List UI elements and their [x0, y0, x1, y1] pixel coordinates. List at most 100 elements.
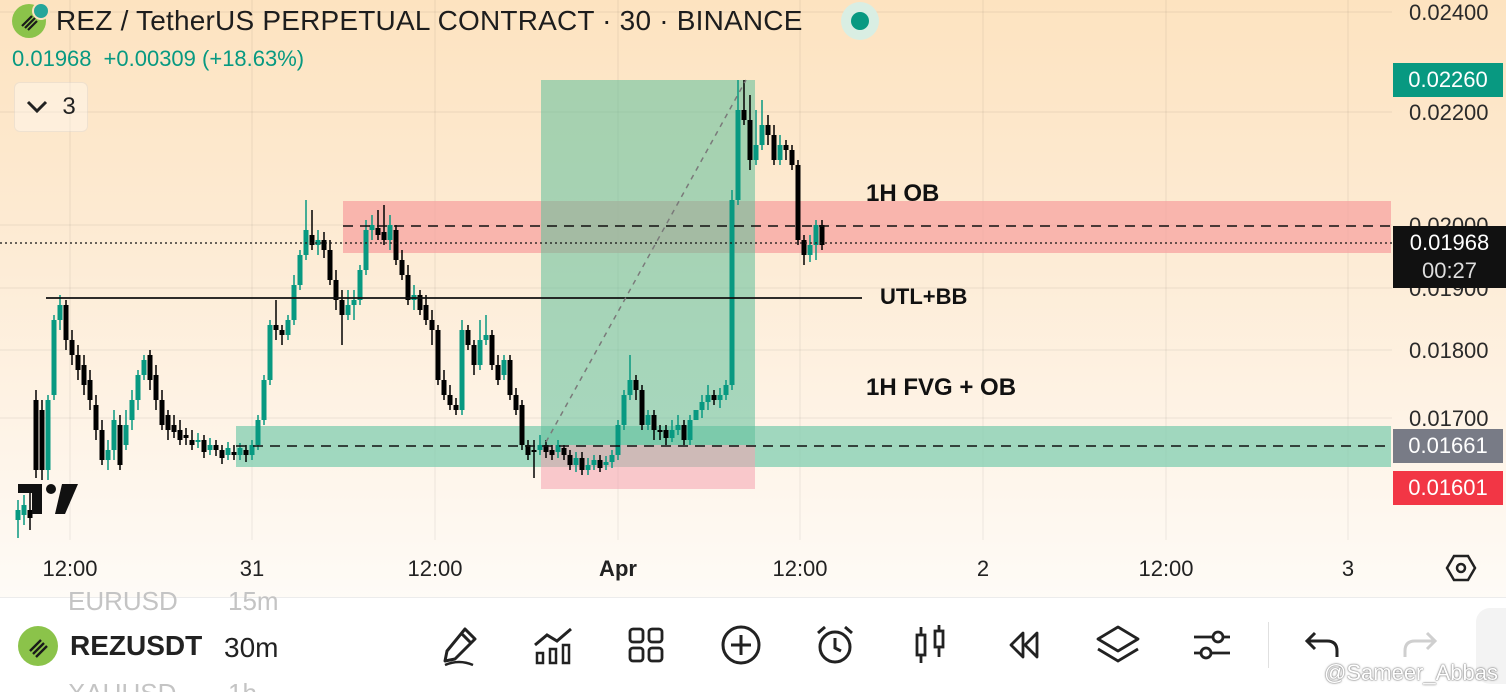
candle-body	[537, 445, 543, 450]
indicators-toggle-button[interactable]: 3	[14, 82, 88, 132]
candle-body	[645, 415, 651, 425]
stop-price-tag: 0.01601	[1393, 471, 1503, 505]
candle-body	[621, 395, 627, 425]
time-tick: Apr	[599, 556, 637, 581]
candle-body	[15, 510, 21, 520]
indicators-icon[interactable]	[528, 620, 578, 670]
symbol-selector[interactable]: REZUSDT	[18, 626, 202, 666]
candle-body	[207, 445, 213, 450]
candle-body	[123, 425, 129, 445]
settings-sliders-icon[interactable]	[1187, 620, 1237, 670]
candle-body	[39, 410, 45, 470]
candle-body	[81, 365, 87, 385]
time-tick: 12:00	[407, 556, 463, 581]
candle-body	[753, 145, 759, 160]
candle-body	[417, 295, 423, 310]
candle-body	[519, 405, 525, 445]
grid-icon[interactable]	[621, 620, 671, 670]
market-status-icon[interactable]	[840, 2, 879, 40]
loss-zone	[541, 445, 755, 489]
candle-body	[669, 430, 675, 438]
chart-area[interactable]: REZ / TetherUS PERPETUAL CONTRACT · 30 ·…	[0, 0, 1506, 596]
annotation-utl[interactable]: UTL+BB	[880, 284, 968, 309]
layers-icon[interactable]	[1093, 620, 1143, 670]
candle-body	[717, 395, 723, 400]
candle-body	[633, 380, 639, 390]
price-summary: 0.01968 +0.00309 (+18.63%)	[12, 46, 304, 72]
annotation-fvg[interactable]: 1H FVG + OB	[866, 374, 1017, 401]
candle-body	[351, 300, 357, 305]
candle-body	[429, 320, 435, 330]
price-tick: 0.02400	[1409, 0, 1489, 25]
price-chart[interactable]	[0, 0, 1506, 596]
candle-body	[369, 225, 375, 230]
symbol-title[interactable]: REZ / TetherUS PERPETUAL CONTRACT · 30 ·…	[56, 5, 803, 36]
high-price-tag: 0.02260	[1393, 63, 1503, 97]
candle-body	[795, 165, 801, 240]
candle-body	[543, 445, 549, 452]
candle-body	[483, 335, 489, 340]
candle-body	[741, 110, 747, 120]
undo-icon[interactable]	[1298, 620, 1348, 670]
candle-body	[135, 375, 141, 400]
symbol-name: REZUSDT	[70, 630, 203, 661]
candle-body	[423, 305, 429, 320]
side-panel-handle[interactable]	[1476, 608, 1506, 684]
candle-body	[213, 445, 219, 450]
candle-body	[387, 225, 393, 240]
chevron-down-icon	[27, 100, 48, 114]
candle-body	[279, 330, 285, 335]
candle-body	[549, 450, 555, 455]
candle-body	[435, 330, 441, 380]
bottom-toolbar: EURUSD 15m XAUUSD 1h REZUSDT 30m @	[0, 586, 1506, 692]
candle-body	[129, 400, 135, 420]
candle-body	[531, 450, 537, 452]
candle-body	[393, 230, 399, 260]
candle-body	[57, 305, 63, 320]
pencil-icon[interactable]	[436, 620, 486, 670]
candles-icon[interactable]	[905, 620, 955, 670]
candle-body	[525, 445, 531, 455]
candle-body	[555, 445, 561, 452]
price-tick: 0.01700	[1409, 406, 1489, 431]
chart-settings-icon[interactable]	[1445, 552, 1477, 589]
candle-body	[687, 420, 693, 440]
candle-body	[159, 400, 165, 425]
candle-body	[327, 250, 333, 280]
timeframe-selector[interactable]: 30m	[224, 632, 279, 663]
candle-body	[219, 450, 225, 458]
redo-icon[interactable]	[1394, 620, 1444, 670]
candle-body	[201, 440, 207, 452]
replay-icon[interactable]	[998, 620, 1048, 670]
candle-body	[777, 145, 783, 160]
price-tick: 0.01800	[1409, 338, 1489, 363]
candle-body	[375, 228, 381, 235]
candle-body	[609, 455, 615, 462]
add-icon[interactable]	[716, 620, 766, 670]
candle-body	[63, 305, 69, 340]
candle-body	[501, 360, 507, 375]
indicators-count: 3	[62, 93, 76, 120]
candle-body	[729, 200, 735, 385]
current-price-tag: 0.01968 00:27	[1393, 226, 1506, 288]
alarm-icon[interactable]	[810, 620, 860, 670]
candle-body	[231, 452, 237, 455]
symbol-logo-icon	[18, 626, 58, 666]
candle-body	[363, 230, 369, 270]
candle-body	[699, 402, 705, 410]
candle-body	[309, 235, 315, 245]
candle-body	[147, 355, 153, 380]
candle-body	[285, 320, 291, 335]
candle-body	[807, 245, 813, 255]
toolbar-divider	[1268, 622, 1269, 668]
candle-body	[357, 270, 363, 300]
candle-body	[693, 410, 699, 420]
candle-body	[615, 425, 621, 455]
candle-body	[441, 380, 447, 395]
annotation-ob[interactable]: 1H OB	[866, 180, 940, 207]
chart-header: REZ / TetherUS PERPETUAL CONTRACT · 30 ·…	[12, 2, 879, 40]
candles	[15, 80, 825, 538]
candle-body	[495, 365, 501, 380]
candle-body	[627, 380, 633, 395]
candle-body	[663, 430, 669, 438]
